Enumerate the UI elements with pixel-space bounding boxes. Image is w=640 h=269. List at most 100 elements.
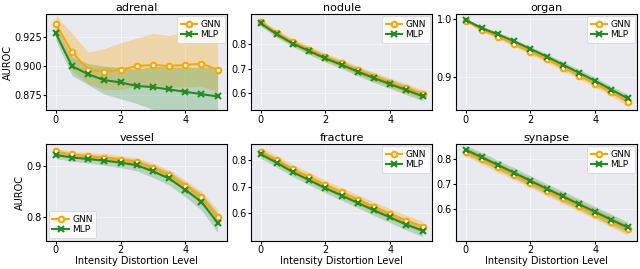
MLP: [133, 84, 141, 88]
MLP: [403, 223, 410, 226]
MLP: [387, 83, 394, 86]
GNN: [133, 161, 141, 164]
MLP: [607, 218, 615, 221]
GNN: [559, 197, 566, 200]
MLP: [591, 79, 599, 83]
Title: synapse: synapse: [524, 133, 570, 143]
GNN: [591, 212, 599, 215]
X-axis label: Intensity Distortion Level: Intensity Distortion Level: [76, 256, 198, 266]
Line: MLP: MLP: [52, 30, 221, 100]
Line: MLP: MLP: [52, 152, 221, 226]
GNN: [116, 68, 124, 71]
MLP: [338, 194, 346, 197]
GNN: [403, 219, 410, 222]
GNN: [165, 65, 173, 68]
MLP: [289, 171, 297, 174]
GNN: [289, 168, 297, 171]
MLP: [419, 229, 426, 232]
MLP: [181, 188, 189, 191]
Y-axis label: AUROC: AUROC: [3, 44, 13, 80]
X-axis label: Intensity Distortion Level: Intensity Distortion Level: [485, 256, 608, 266]
MLP: [543, 55, 550, 58]
Line: GNN: GNN: [53, 149, 220, 220]
GNN: [607, 220, 615, 223]
Line: GNN: GNN: [258, 149, 426, 229]
Title: adrenal: adrenal: [115, 3, 158, 13]
GNN: [305, 48, 313, 51]
GNN: [575, 204, 583, 208]
Legend: GNN, MLP: GNN, MLP: [49, 211, 97, 238]
GNN: [591, 82, 599, 85]
Title: fracture: fracture: [319, 133, 364, 143]
MLP: [338, 63, 346, 66]
MLP: [273, 33, 281, 36]
GNN: [494, 166, 502, 169]
GNN: [527, 181, 534, 185]
MLP: [527, 47, 534, 51]
MLP: [181, 90, 189, 93]
MLP: [100, 79, 108, 82]
GNN: [462, 19, 470, 22]
GNN: [305, 175, 313, 179]
Legend: GNN, MLP: GNN, MLP: [587, 146, 634, 173]
GNN: [419, 93, 426, 96]
GNN: [387, 81, 394, 84]
MLP: [165, 177, 173, 180]
GNN: [181, 184, 189, 187]
GNN: [52, 150, 60, 153]
GNN: [370, 206, 378, 209]
MLP: [559, 195, 566, 198]
Legend: GNN, MLP: GNN, MLP: [382, 16, 429, 43]
MLP: [510, 40, 518, 43]
Title: vessel: vessel: [119, 133, 154, 143]
X-axis label: Intensity Distortion Level: Intensity Distortion Level: [280, 256, 403, 266]
MLP: [214, 221, 221, 224]
Line: GNN: GNN: [463, 18, 630, 105]
GNN: [462, 150, 470, 153]
MLP: [370, 209, 378, 212]
Line: MLP: MLP: [463, 17, 630, 101]
GNN: [387, 213, 394, 216]
MLP: [116, 81, 124, 84]
GNN: [133, 65, 141, 68]
GNN: [84, 154, 92, 158]
MLP: [116, 161, 124, 164]
MLP: [403, 89, 410, 92]
GNN: [403, 87, 410, 90]
GNN: [322, 183, 330, 187]
MLP: [257, 153, 264, 156]
GNN: [478, 28, 486, 31]
MLP: [419, 95, 426, 98]
GNN: [510, 43, 518, 46]
MLP: [607, 88, 615, 91]
GNN: [575, 74, 583, 77]
MLP: [165, 88, 173, 91]
GNN: [354, 198, 362, 201]
MLP: [591, 210, 599, 214]
Line: GNN: GNN: [463, 149, 630, 232]
MLP: [273, 161, 281, 164]
GNN: [181, 63, 189, 66]
MLP: [575, 71, 583, 74]
GNN: [338, 191, 346, 194]
MLP: [149, 86, 157, 89]
GNN: [149, 166, 157, 169]
GNN: [623, 100, 631, 103]
GNN: [214, 215, 221, 218]
Title: organ: organ: [531, 3, 563, 13]
GNN: [289, 41, 297, 44]
GNN: [354, 69, 362, 72]
MLP: [52, 153, 60, 157]
MLP: [494, 164, 502, 167]
GNN: [52, 22, 60, 26]
GNN: [543, 189, 550, 192]
MLP: [305, 49, 313, 53]
MLP: [322, 57, 330, 60]
MLP: [527, 179, 534, 182]
MLP: [462, 18, 470, 22]
GNN: [84, 68, 92, 71]
GNN: [494, 35, 502, 38]
GNN: [559, 66, 566, 69]
GNN: [100, 156, 108, 159]
MLP: [387, 216, 394, 219]
